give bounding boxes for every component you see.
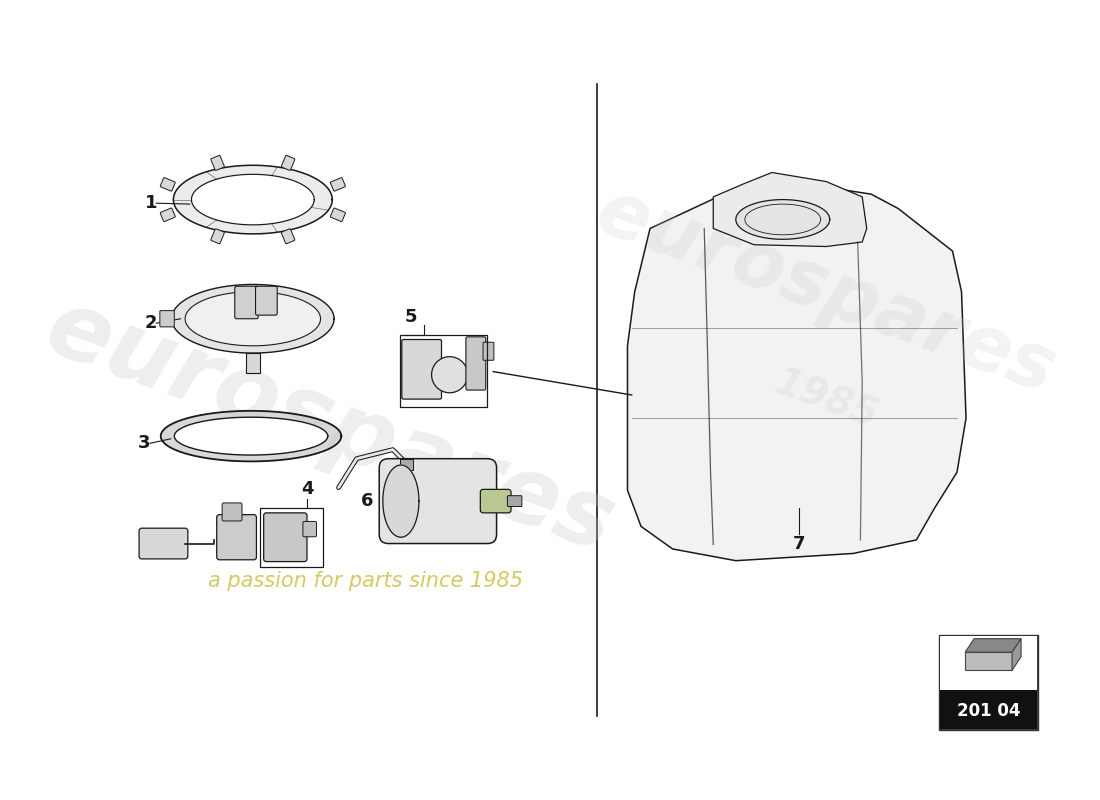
FancyBboxPatch shape — [483, 342, 494, 360]
FancyBboxPatch shape — [481, 490, 512, 513]
FancyBboxPatch shape — [160, 310, 174, 327]
FancyBboxPatch shape — [139, 528, 188, 559]
Polygon shape — [965, 638, 1021, 652]
FancyBboxPatch shape — [507, 496, 521, 506]
Polygon shape — [172, 285, 334, 353]
Text: 7: 7 — [793, 535, 805, 554]
FancyBboxPatch shape — [222, 503, 242, 521]
Polygon shape — [185, 292, 320, 346]
FancyBboxPatch shape — [302, 522, 317, 537]
FancyBboxPatch shape — [264, 513, 307, 562]
Bar — [260, 508, 323, 567]
FancyBboxPatch shape — [330, 178, 345, 191]
Text: 1: 1 — [144, 194, 157, 212]
Text: 5: 5 — [405, 308, 417, 326]
FancyBboxPatch shape — [402, 339, 441, 399]
Polygon shape — [1012, 638, 1021, 670]
Text: 6: 6 — [361, 492, 374, 510]
Text: 2: 2 — [144, 314, 157, 332]
FancyBboxPatch shape — [211, 155, 224, 170]
Polygon shape — [174, 166, 332, 234]
Polygon shape — [383, 465, 419, 538]
Text: 4: 4 — [300, 479, 313, 498]
FancyBboxPatch shape — [379, 458, 496, 543]
FancyBboxPatch shape — [282, 155, 295, 170]
Bar — [939, 634, 1038, 730]
FancyBboxPatch shape — [161, 208, 175, 222]
Text: a passion for parts since 1985: a passion for parts since 1985 — [208, 570, 524, 590]
Polygon shape — [736, 199, 829, 239]
Circle shape — [431, 357, 467, 393]
FancyBboxPatch shape — [466, 337, 486, 390]
Polygon shape — [191, 174, 315, 225]
FancyBboxPatch shape — [161, 178, 175, 191]
Polygon shape — [627, 179, 966, 561]
Polygon shape — [161, 411, 341, 462]
Text: eurospares: eurospares — [586, 174, 1066, 409]
FancyBboxPatch shape — [217, 514, 256, 560]
Bar — [400, 335, 486, 407]
Bar — [400, 458, 412, 470]
Text: eurospares: eurospares — [33, 282, 626, 573]
FancyBboxPatch shape — [255, 286, 277, 315]
Bar — [939, 636, 1037, 690]
FancyBboxPatch shape — [211, 229, 224, 244]
Polygon shape — [965, 652, 1012, 670]
Bar — [245, 353, 260, 373]
FancyBboxPatch shape — [234, 286, 258, 318]
Bar — [939, 690, 1037, 729]
Text: 1985: 1985 — [769, 364, 883, 436]
Polygon shape — [713, 173, 867, 246]
FancyBboxPatch shape — [282, 229, 295, 244]
FancyBboxPatch shape — [330, 208, 345, 222]
Text: 201 04: 201 04 — [957, 702, 1021, 719]
Text: 3: 3 — [139, 434, 151, 452]
Polygon shape — [174, 417, 328, 455]
